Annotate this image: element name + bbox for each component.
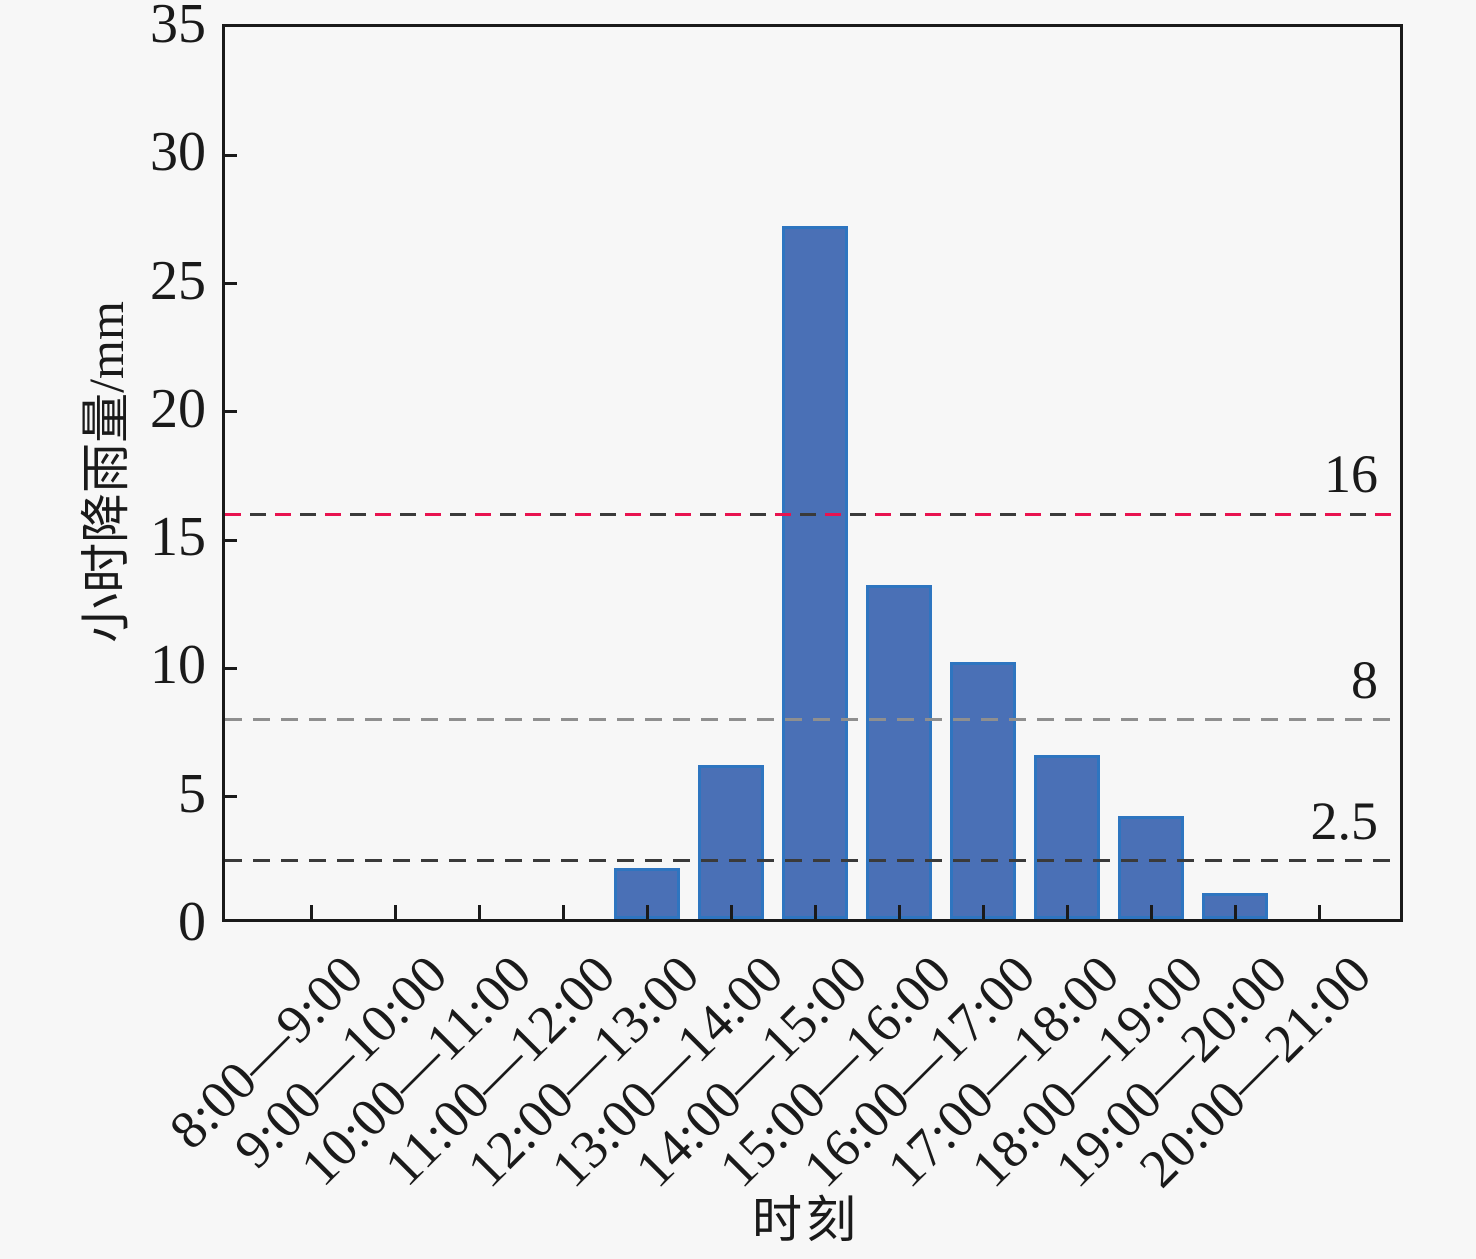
x-axis-tick-10:00—11:00 bbox=[477, 905, 481, 919]
reference-line-label-16: 16 bbox=[1324, 444, 1378, 505]
x-axis-tick-9:00—10:00 bbox=[393, 905, 397, 919]
y-axis-tick-10 bbox=[225, 666, 237, 670]
x-axis-tick-12:00—13:00 bbox=[645, 905, 649, 919]
x-axis-tick-19:00—20:00 bbox=[1233, 905, 1237, 919]
reference-line-label-2.5: 2.5 bbox=[1310, 790, 1379, 851]
y-axis-tick-5 bbox=[225, 795, 237, 799]
bar-13:00—14:00 bbox=[698, 765, 764, 919]
y-tick-label-25: 25 bbox=[150, 249, 206, 312]
bar-15:00—16:00 bbox=[866, 585, 932, 919]
x-axis-tick-16:00—17:00 bbox=[981, 905, 985, 919]
bar-17:00—18:00 bbox=[1034, 754, 1100, 919]
y-tick-label-20: 20 bbox=[150, 377, 206, 440]
x-axis-tick-15:00—16:00 bbox=[897, 905, 901, 919]
reference-line-2.5 bbox=[225, 859, 1400, 863]
y-tick-label-0: 0 bbox=[178, 891, 206, 953]
y-axis-tick-20 bbox=[225, 410, 237, 414]
bar-14:00—15:00 bbox=[782, 226, 848, 919]
x-axis-tick-14:00—15:00 bbox=[813, 905, 817, 919]
y-tick-label-5: 5 bbox=[178, 762, 206, 825]
reference-line-8 bbox=[225, 718, 1400, 722]
x-axis-tick-11:00—12:00 bbox=[561, 905, 565, 919]
x-axis-tick-20:00—21:00 bbox=[1317, 905, 1321, 919]
x-axis-tick-13:00—14:00 bbox=[729, 905, 733, 919]
y-tick-label-10: 10 bbox=[150, 634, 206, 697]
y-tick-label-15: 15 bbox=[150, 506, 206, 569]
y-tick-label-30: 30 bbox=[150, 121, 206, 184]
reference-line-16 bbox=[225, 512, 1400, 516]
plot-area bbox=[222, 24, 1403, 922]
y-axis-tick-25 bbox=[225, 282, 237, 286]
y-axis-tick-15 bbox=[225, 538, 237, 542]
x-axis-tick-8:00—9:00 bbox=[309, 905, 313, 919]
reference-line-label-8: 8 bbox=[1351, 649, 1378, 710]
bar-16:00—17:00 bbox=[950, 662, 1016, 919]
y-tick-label-35: 35 bbox=[150, 0, 206, 55]
x-axis-tick-17:00—18:00 bbox=[1065, 905, 1069, 919]
x-axis-tick-18:00—19:00 bbox=[1149, 905, 1153, 919]
y-axis-title: 小时降雨量/mm bbox=[78, 301, 134, 643]
bar-18:00—19:00 bbox=[1118, 816, 1184, 919]
x-axis-title: 时刻 bbox=[752, 1192, 860, 1248]
y-axis-tick-30 bbox=[225, 153, 237, 157]
